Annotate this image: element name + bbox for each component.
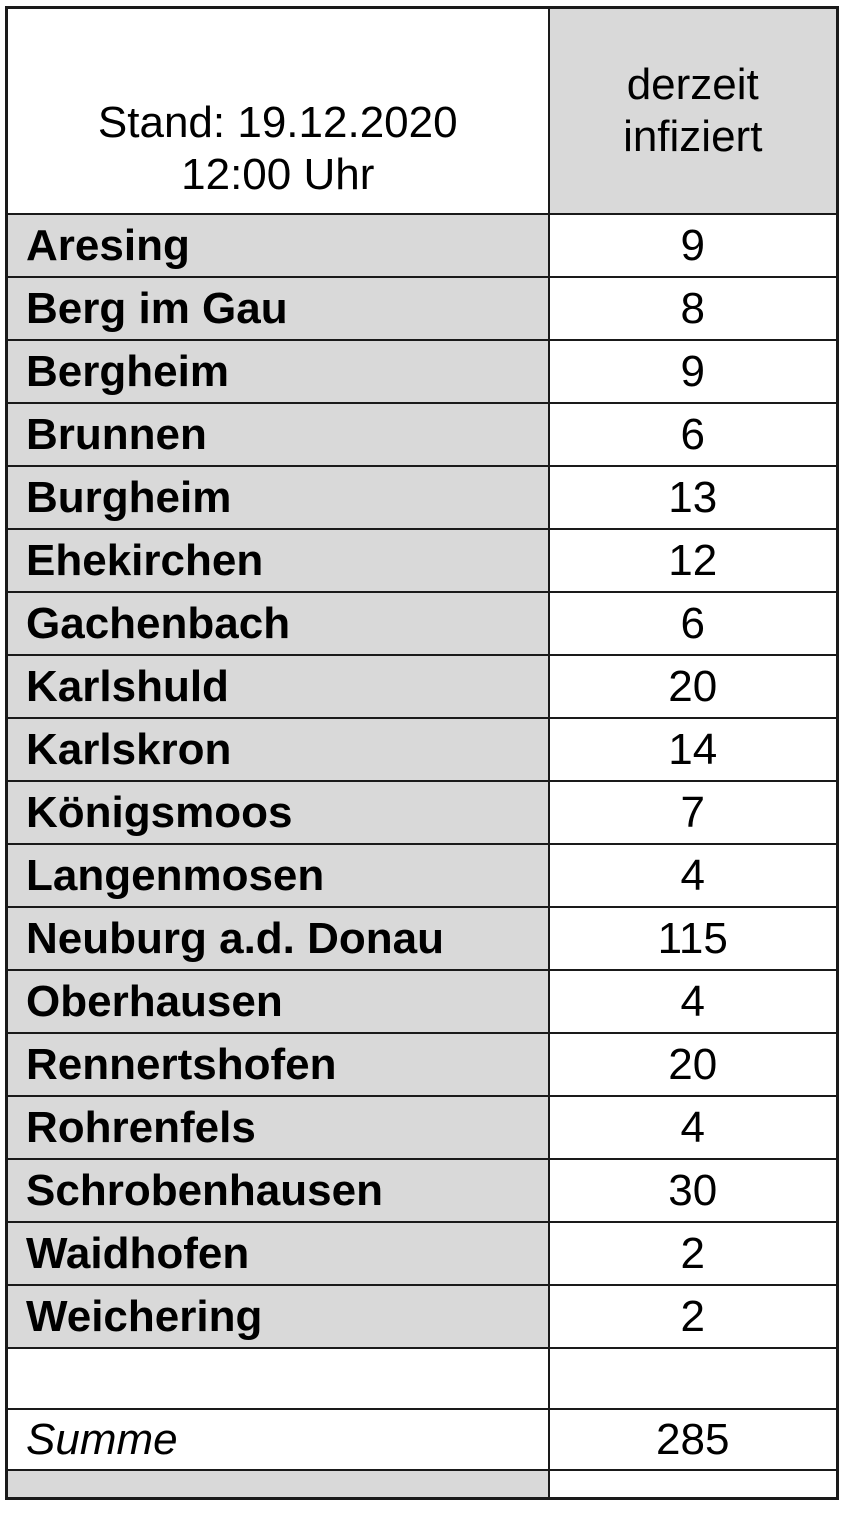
infected-count-cell: 8	[547, 276, 839, 341]
infected-count-cell: 4	[547, 1095, 839, 1160]
municipality-name-cell: Brunnen	[5, 402, 550, 467]
table-row: Karlshuld 20	[5, 654, 839, 719]
table-row: Weichering 2	[5, 1284, 839, 1349]
infected-count-cell: 2	[547, 1284, 839, 1349]
table-row: Berg im Gau 8	[5, 276, 839, 341]
table-row: Rohrenfels 4	[5, 1095, 839, 1160]
empty-spacer-row	[5, 1347, 839, 1410]
empty-name-cell	[5, 1347, 550, 1410]
table-row: Neuburg a.d. Donau 115	[5, 906, 839, 971]
infected-count-cell: 7	[547, 780, 839, 845]
municipality-name-cell: Weichering	[5, 1284, 550, 1349]
table-row: Ehekirchen 12	[5, 528, 839, 593]
infected-count-cell: 12	[547, 528, 839, 593]
municipality-name-cell: Langenmosen	[5, 843, 550, 908]
table-row: Bergheim 9	[5, 339, 839, 404]
stand-time-line: 12:00 Uhr	[181, 150, 375, 199]
municipality-name-cell: Karlskron	[5, 717, 550, 782]
infected-count-cell: 2	[547, 1221, 839, 1286]
municipality-name-cell: Ehekirchen	[5, 528, 550, 593]
table-row: Rennertshofen 20	[5, 1032, 839, 1097]
municipality-name-cell: Burgheim	[5, 465, 550, 530]
partial-value-cell	[547, 1469, 839, 1500]
municipality-name-cell: Schrobenhausen	[5, 1158, 550, 1223]
municipality-name-cell: Bergheim	[5, 339, 550, 404]
infected-count-cell: 20	[547, 1032, 839, 1097]
municipality-name-cell: Neuburg a.d. Donau	[5, 906, 550, 971]
municipality-name-cell: Königsmoos	[5, 780, 550, 845]
municipality-name-cell: Karlshuld	[5, 654, 550, 719]
municipality-name-cell: Berg im Gau	[5, 276, 550, 341]
cropped-partial-row	[5, 1469, 839, 1500]
infected-count-cell: 6	[547, 402, 839, 467]
table-row: Gachenbach 6	[5, 591, 839, 656]
infected-count-cell: 115	[547, 906, 839, 971]
municipality-name-cell: Waidhofen	[5, 1221, 550, 1286]
covid-infection-table: Stand: 19.12.2020 12:00 Uhr derzeit infi…	[5, 6, 839, 1500]
summary-label-cell: Summe	[5, 1408, 550, 1471]
table-row: Waidhofen 2	[5, 1221, 839, 1286]
table-row: Brunnen 6	[5, 402, 839, 467]
infected-count-cell: 6	[547, 591, 839, 656]
infected-header-line1: derzeit	[626, 60, 759, 109]
infected-count-cell: 4	[547, 969, 839, 1034]
municipality-name-cell: Oberhausen	[5, 969, 550, 1034]
municipality-name-cell: Rennertshofen	[5, 1032, 550, 1097]
summary-value-cell: 285	[547, 1408, 839, 1471]
table-row: Karlskron 14	[5, 717, 839, 782]
summary-row: Summe 285	[5, 1408, 839, 1471]
infected-count-cell: 30	[547, 1158, 839, 1223]
table-row: Schrobenhausen 30	[5, 1158, 839, 1223]
table-row: Burgheim 13	[5, 465, 839, 530]
infected-count-cell: 9	[547, 213, 839, 278]
stand-date-line: Stand: 19.12.2020	[97, 98, 458, 147]
infected-header-line2: infiziert	[623, 112, 763, 161]
empty-value-cell	[547, 1347, 839, 1410]
municipality-name-cell: Gachenbach	[5, 591, 550, 656]
infected-count-cell: 20	[547, 654, 839, 719]
municipality-name-cell: Aresing	[5, 213, 550, 278]
header-row: Stand: 19.12.2020 12:00 Uhr derzeit infi…	[5, 6, 839, 215]
infected-column-header-cell: derzeit infiziert	[547, 6, 839, 215]
partial-name-cell	[5, 1469, 550, 1500]
infected-count-cell: 4	[547, 843, 839, 908]
table-row: Aresing 9	[5, 213, 839, 278]
table-row: Langenmosen 4	[5, 843, 839, 908]
stand-header-cell: Stand: 19.12.2020 12:00 Uhr	[5, 6, 550, 215]
infected-count-cell: 14	[547, 717, 839, 782]
municipality-name-cell: Rohrenfels	[5, 1095, 550, 1160]
table-row: Oberhausen 4	[5, 969, 839, 1034]
infected-count-cell: 9	[547, 339, 839, 404]
table-row: Königsmoos 7	[5, 780, 839, 845]
infected-count-cell: 13	[547, 465, 839, 530]
